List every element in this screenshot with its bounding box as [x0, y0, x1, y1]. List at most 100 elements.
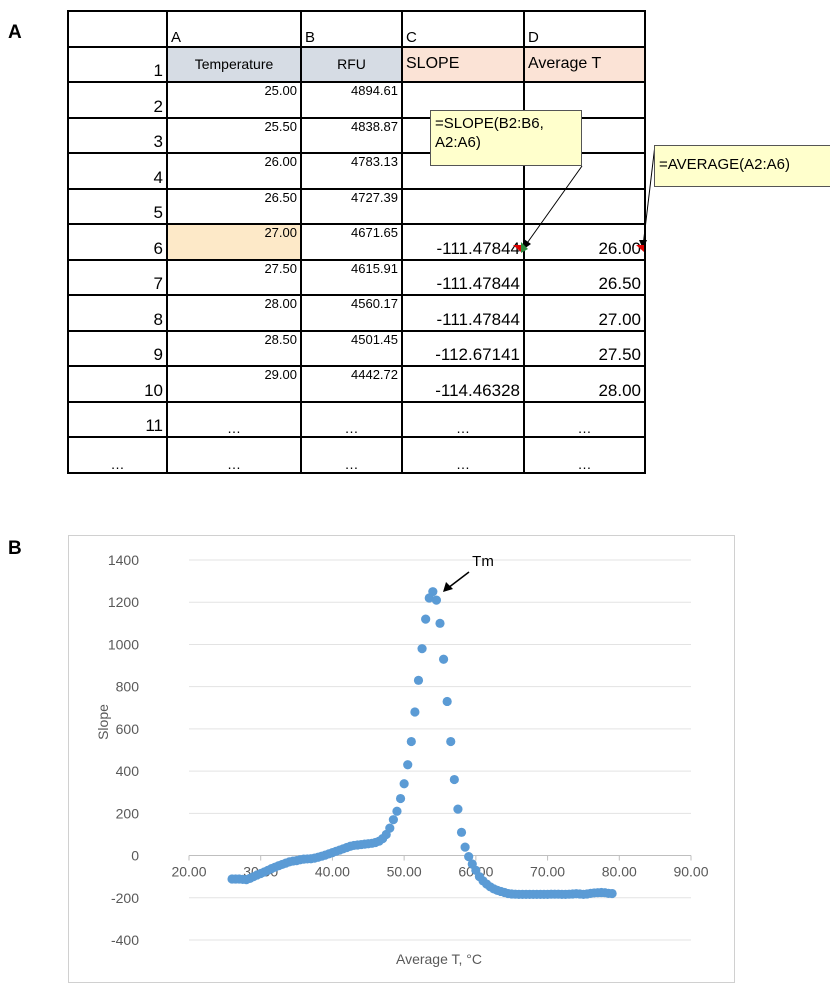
panel-label-a: A: [8, 22, 22, 43]
temperature-cell[interactable]: 27.50: [166, 258, 302, 296]
table-row: 9 28.50 4501.45 -112.67141 27.50: [67, 329, 646, 367]
temperature-cell[interactable]: 26.00: [166, 152, 302, 190]
column-header-b[interactable]: B: [300, 10, 403, 48]
data-point: [453, 804, 463, 814]
rfu-cell[interactable]: 4894.61: [300, 81, 403, 119]
x-tick-label: 40.00: [315, 864, 350, 880]
rfu-cell[interactable]: 4838.87: [300, 116, 403, 154]
slope-cell[interactable]: -114.46328: [401, 365, 525, 403]
row-number[interactable]: 5: [67, 187, 168, 225]
average-t-cell[interactable]: 27.00: [523, 294, 646, 332]
data-point: [442, 696, 452, 707]
ellipsis-cell[interactable]: …: [166, 436, 302, 474]
slope-cell[interactable]: [401, 187, 525, 225]
row-number[interactable]: 2: [67, 81, 168, 119]
data-point: [403, 760, 413, 770]
rfu-header-cell[interactable]: RFU: [300, 45, 403, 83]
data-point: [607, 888, 617, 899]
ellipsis-cell[interactable]: …: [523, 400, 646, 438]
data-point: [428, 587, 438, 597]
row-number[interactable]: 10: [67, 365, 168, 403]
table-row: 4 26.00 4783.13: [67, 152, 646, 190]
data-point: [435, 618, 445, 628]
data-point: [417, 644, 427, 654]
average-t-header-cell[interactable]: Average T: [523, 45, 646, 83]
x-tick-label: 90.00: [673, 864, 708, 880]
table-row: 5 26.50 4727.39: [67, 187, 646, 225]
y-tick-label: 1400: [108, 552, 139, 568]
table-row: 6 27.00 4671.65 -111.47844 26.00: [67, 223, 646, 261]
row-number[interactable]: 6: [67, 223, 168, 261]
average-t-cell[interactable]: [523, 187, 646, 225]
rfu-cell[interactable]: 4560.17: [300, 294, 403, 332]
slope-cell[interactable]: -111.47844: [401, 258, 525, 296]
rfu-cell[interactable]: 4501.45: [300, 329, 403, 367]
table-row: … … … … …: [67, 436, 646, 474]
column-header-a[interactable]: A: [166, 10, 302, 48]
data-point: [392, 806, 402, 816]
y-tick-label: 1000: [108, 636, 139, 652]
slope-cell[interactable]: -111.47844: [401, 294, 525, 332]
row-number[interactable]: 11: [67, 400, 168, 438]
table-row: 11 … … … …: [67, 400, 646, 438]
rfu-cell[interactable]: 4783.13: [300, 152, 403, 190]
rfu-cell[interactable]: 4615.91: [300, 258, 403, 296]
slope-cell[interactable]: -112.67141: [401, 329, 525, 367]
x-tick-label: 80.00: [602, 864, 637, 880]
temperature-cell[interactable]: 26.50: [166, 187, 302, 225]
temperature-cell[interactable]: 28.50: [166, 329, 302, 367]
slope-header-cell[interactable]: SLOPE: [401, 45, 525, 83]
x-axis-label: Average T, °C: [396, 951, 482, 967]
column-header-d[interactable]: D: [523, 10, 646, 48]
ellipsis-cell[interactable]: …: [166, 400, 302, 438]
temperature-header-cell[interactable]: Temperature: [166, 45, 302, 83]
ellipsis-cell[interactable]: …: [401, 436, 525, 474]
average-formula-callout: =AVERAGE(A2:A6): [654, 145, 830, 187]
column-header-row: A B C D: [67, 10, 646, 48]
row-number[interactable]: 3: [67, 116, 168, 154]
temperature-cell[interactable]: 25.00: [166, 81, 302, 119]
data-point: [399, 779, 409, 789]
temperature-cell[interactable]: 25.50: [166, 116, 302, 154]
ellipsis-cell[interactable]: …: [300, 400, 403, 438]
x-tick-label: 20.00: [171, 864, 206, 880]
average-t-cell[interactable]: 26.00: [523, 223, 646, 261]
y-axis-ticks: -400 -200 0 200 400 600 800 1000 1200 1400: [108, 552, 139, 948]
rfu-cell[interactable]: 4442.72: [300, 365, 403, 403]
slope-formula-callout: =SLOPE(B2:B6, A2:A6): [430, 110, 582, 166]
y-tick-label: -400: [111, 932, 139, 948]
data-point: [410, 707, 420, 717]
header-row: 1 Temperature RFU SLOPE Average T: [67, 45, 646, 83]
average-t-cell[interactable]: 28.00: [523, 365, 646, 403]
temperature-cell[interactable]: 29.00: [166, 365, 302, 403]
data-point: [413, 675, 424, 685]
row-number[interactable]: 4: [67, 152, 168, 190]
row-number[interactable]: 9: [67, 329, 168, 367]
row-number[interactable]: 8: [67, 294, 168, 332]
corner-cell: [67, 10, 168, 48]
y-axis-label: Slope: [95, 704, 111, 740]
data-point: [431, 595, 442, 605]
row-number[interactable]: 7: [67, 258, 168, 296]
data-point: [456, 827, 467, 837]
row-number[interactable]: 1: [67, 45, 168, 83]
tm-arrowhead: [443, 582, 453, 592]
slope-cell[interactable]: -111.47844: [401, 223, 525, 261]
temperature-cell-highlighted[interactable]: 27.00: [166, 223, 302, 261]
ellipsis-cell[interactable]: …: [300, 436, 403, 474]
ellipsis-cell[interactable]: …: [523, 436, 646, 474]
table-row: 8 28.00 4560.17 -111.47844 27.00: [67, 294, 646, 332]
temperature-cell[interactable]: 28.00: [166, 294, 302, 332]
rfu-cell[interactable]: 4727.39: [300, 187, 403, 225]
row-number-ellipsis[interactable]: …: [67, 436, 168, 474]
average-t-cell[interactable]: 26.50: [523, 258, 646, 296]
average-t-cell[interactable]: 27.50: [523, 329, 646, 367]
column-header-c[interactable]: C: [401, 10, 525, 48]
ellipsis-cell[interactable]: …: [401, 400, 525, 438]
rfu-cell[interactable]: 4671.65: [300, 223, 403, 261]
y-tick-label: -200: [111, 890, 139, 906]
data-point: [421, 614, 431, 624]
spreadsheet-table: A B C D 1 Temperature RFU SLOPE Average …: [67, 10, 646, 474]
gridlines: [189, 559, 691, 941]
y-tick-label: 0: [131, 848, 139, 864]
